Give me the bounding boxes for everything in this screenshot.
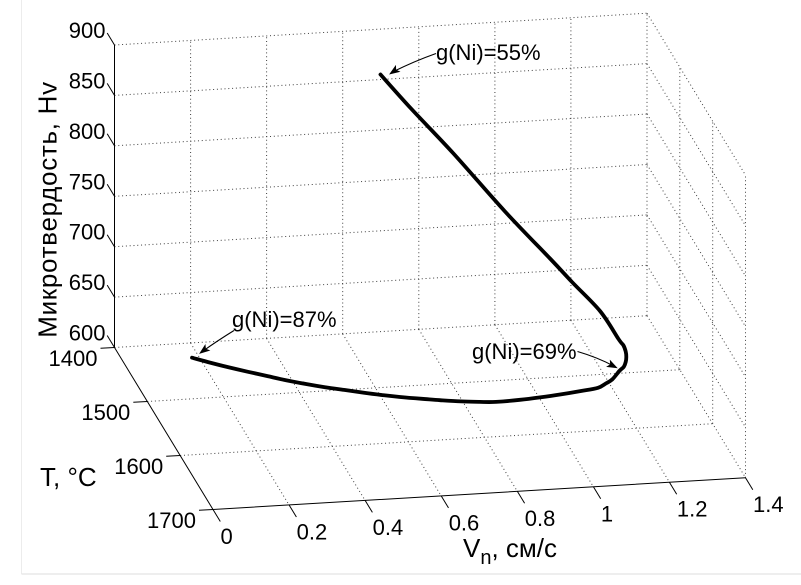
svg-text:g(Ni)=69%: g(Ni)=69% — [472, 339, 577, 364]
svg-text:0.6: 0.6 — [449, 510, 480, 535]
svg-text:0.2: 0.2 — [297, 520, 328, 545]
svg-text:850: 850 — [69, 68, 106, 93]
svg-text:600: 600 — [69, 321, 106, 346]
svg-text:800: 800 — [69, 119, 106, 144]
svg-text:1600: 1600 — [114, 454, 163, 479]
svg-text:900: 900 — [69, 18, 106, 43]
svg-text:750: 750 — [69, 169, 106, 194]
svg-text:1: 1 — [601, 501, 613, 526]
svg-text:0.4: 0.4 — [373, 515, 404, 540]
svg-text:g(Ni)=55%: g(Ni)=55% — [436, 40, 541, 65]
svg-text:1700: 1700 — [147, 508, 196, 533]
svg-text:1400: 1400 — [49, 346, 98, 371]
svg-text:700: 700 — [69, 220, 106, 245]
svg-text:T, °C: T, °C — [40, 462, 97, 492]
svg-text:g(Ni)=87%: g(Ni)=87% — [232, 307, 337, 332]
svg-text:1500: 1500 — [81, 400, 130, 425]
svg-text:Микротвердость, Hv: Микротвердость, Hv — [33, 81, 63, 338]
svg-text:0.8: 0.8 — [525, 506, 556, 531]
svg-text:0: 0 — [221, 524, 233, 549]
svg-text:1.4: 1.4 — [753, 492, 784, 517]
svg-text:1.2: 1.2 — [677, 497, 708, 522]
svg-text:650: 650 — [69, 270, 106, 295]
